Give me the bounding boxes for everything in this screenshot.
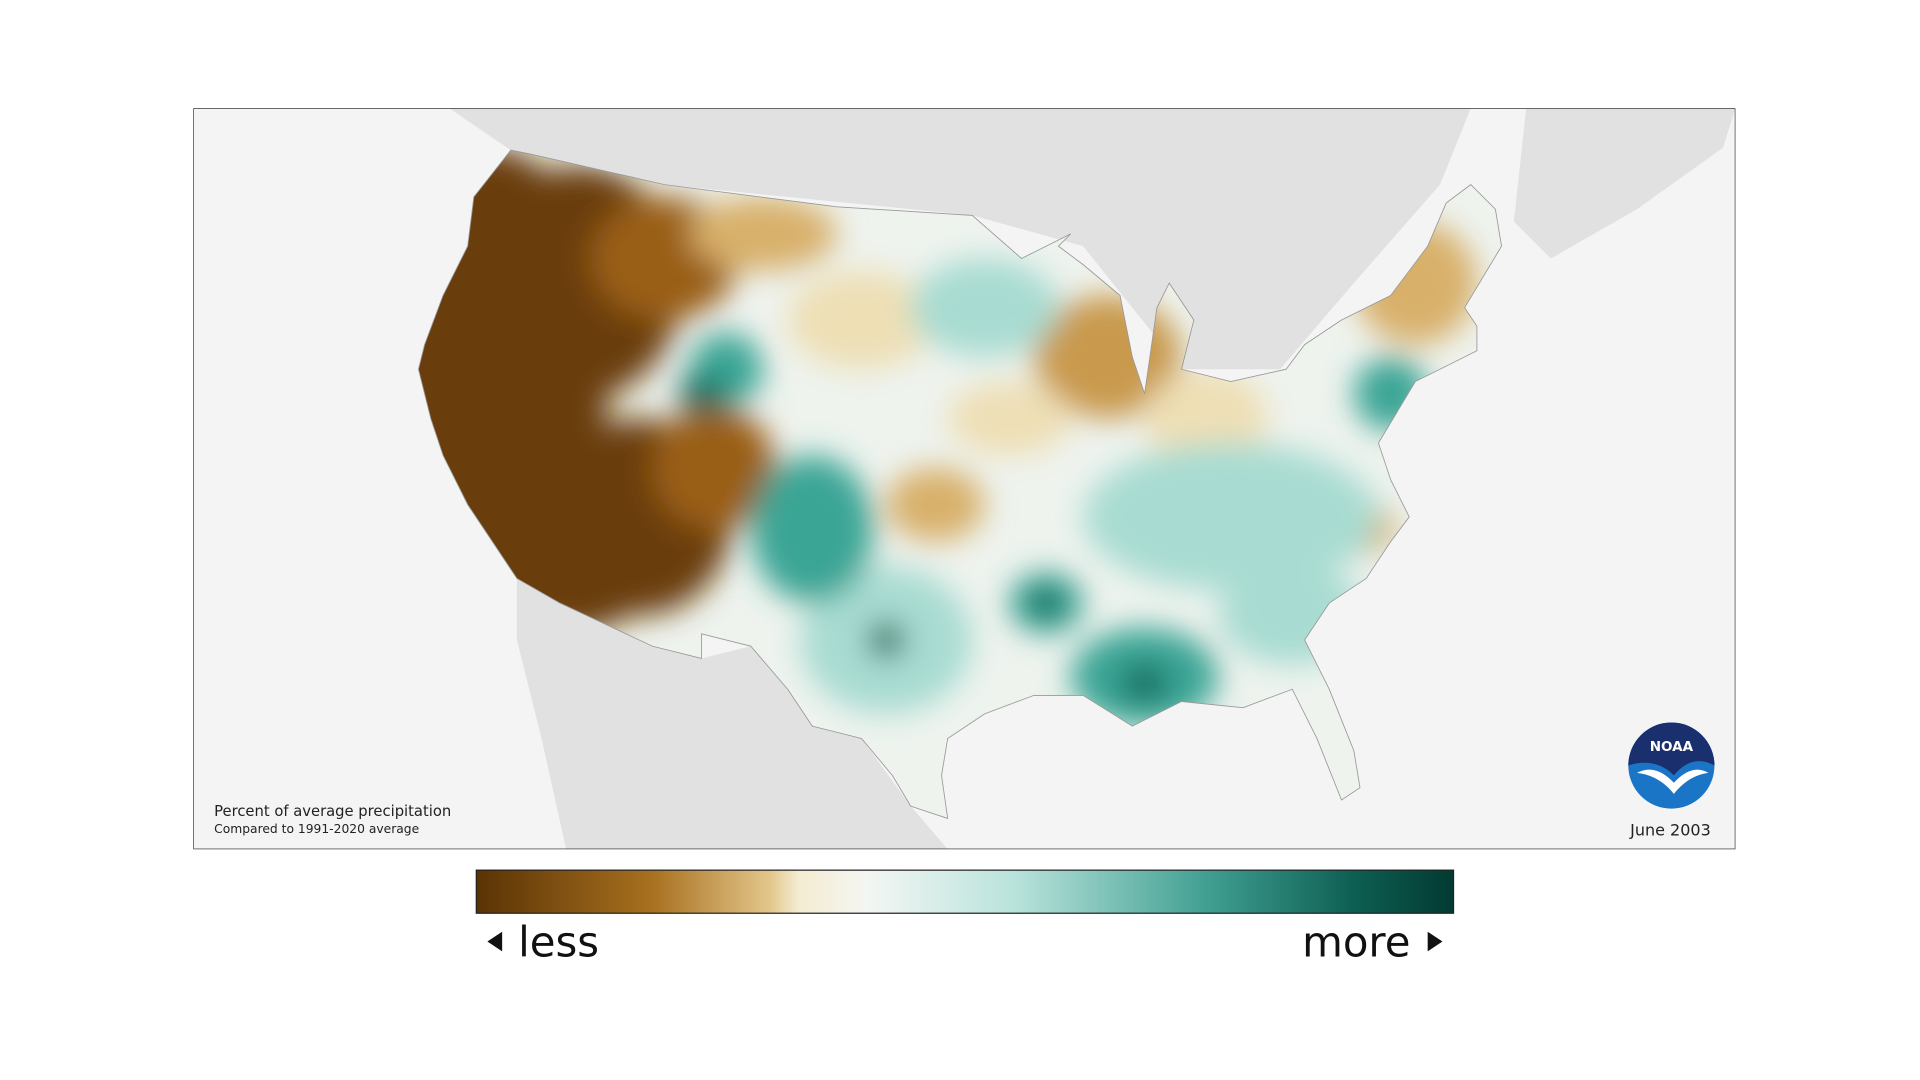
- mexico: [516, 578, 948, 850]
- precip-blob: [652, 406, 776, 530]
- precip-blob: [676, 375, 727, 413]
- precip-blob: [867, 621, 905, 659]
- note-subtitle: Compared to 1991-2020 average: [214, 822, 419, 836]
- canada-east: [1513, 108, 1736, 259]
- map: [193, 108, 1736, 850]
- precip-blob: [1027, 588, 1065, 618]
- precip-blob: [750, 455, 874, 604]
- date-label: June 2003: [1629, 821, 1711, 840]
- precip-blob: [689, 196, 837, 271]
- precip-blob: [787, 270, 936, 370]
- precip-blob: [1120, 664, 1170, 702]
- precip-blob: [1144, 369, 1268, 468]
- noaa-logo: NOAA: [1628, 722, 1715, 809]
- precip-blob: [886, 467, 985, 542]
- colorbar: [475, 869, 1455, 914]
- precip-blob: [1083, 443, 1379, 591]
- logo-text: NOAA: [1650, 739, 1694, 755]
- legend-less: less: [518, 917, 599, 966]
- more-arrow: [1427, 931, 1443, 952]
- precip-blob: [947, 381, 1071, 456]
- note-title: Percent of average precipitation: [214, 803, 451, 820]
- less-arrow: [487, 931, 503, 952]
- canada: [449, 108, 1471, 370]
- precip-blob: [910, 258, 1059, 357]
- legend-more: more: [1302, 917, 1410, 966]
